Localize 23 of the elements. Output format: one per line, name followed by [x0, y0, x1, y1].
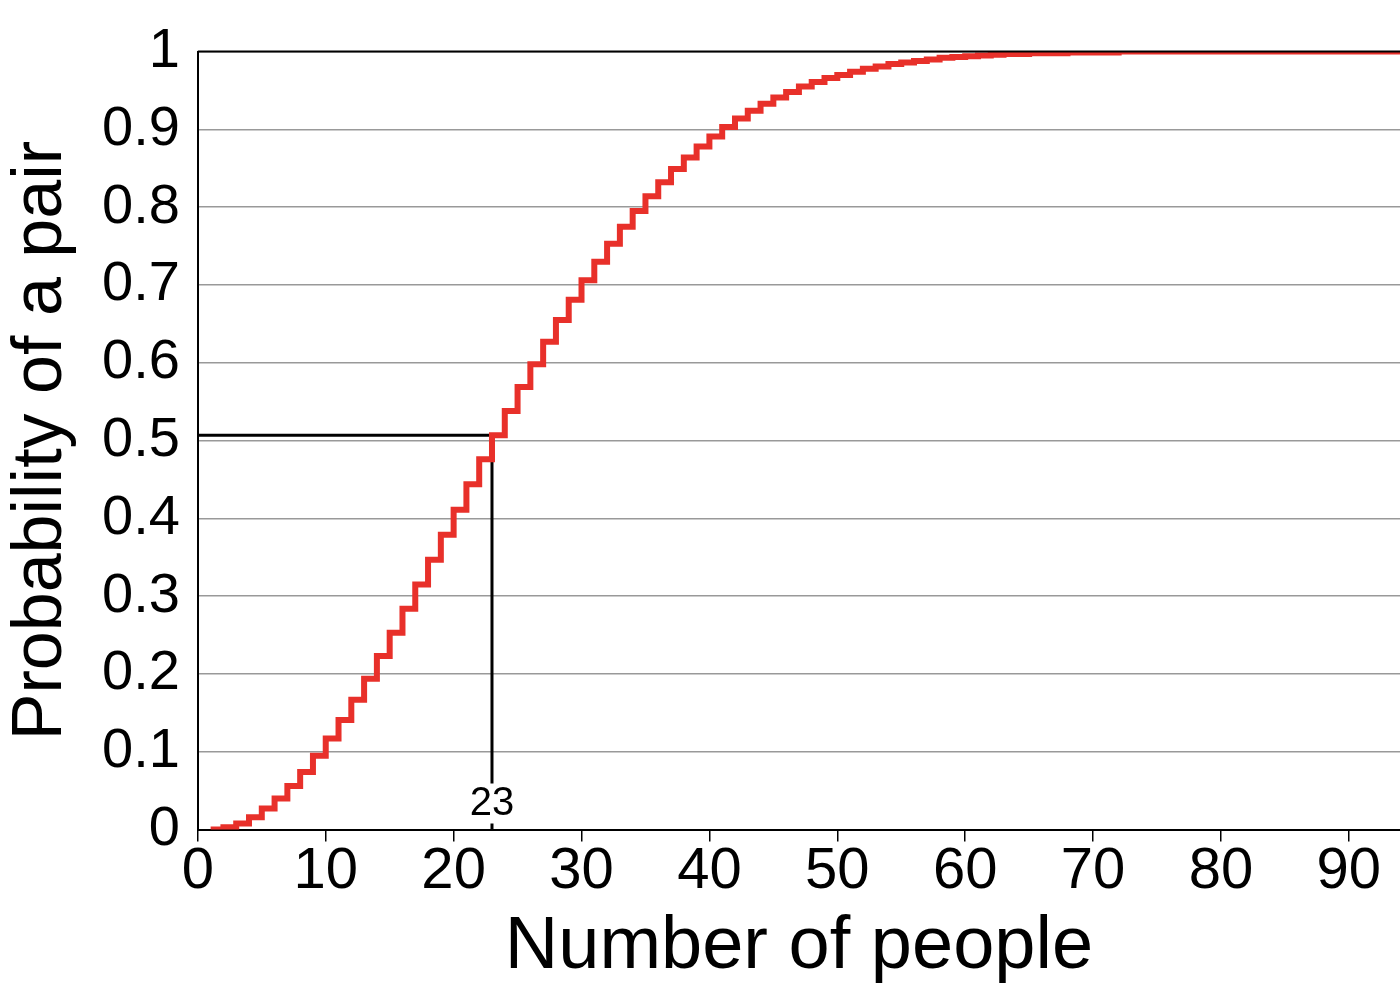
x-tick-label: 10	[293, 835, 358, 901]
x-tick-label: 50	[805, 835, 870, 901]
y-tick-label: 0	[148, 794, 180, 858]
y-axis-title: Probability of a pair	[0, 140, 77, 741]
y-tick-label: 0.9	[101, 93, 180, 157]
y-tick-label: 0.7	[101, 249, 180, 313]
y-tick-label: 0.1	[101, 716, 180, 780]
x-tick-label: 90	[1316, 835, 1382, 901]
x-tick-label: 60	[932, 835, 998, 901]
annotation: 23	[469, 778, 515, 823]
x-tick-label: 30	[549, 835, 614, 901]
y-tick-label: 0.6	[101, 327, 180, 391]
y-tick-label: 0.2	[101, 638, 180, 702]
y-tick-label: 0.8	[101, 171, 180, 235]
x-axis-title: Number of people	[504, 901, 1094, 985]
y-tick-label: 0.5	[101, 405, 180, 469]
x-tick-label: 80	[1188, 835, 1254, 901]
x-tick-label: 70	[1060, 835, 1126, 901]
y-tick-label: 0.4	[101, 482, 180, 546]
x-tick-label: 20	[421, 835, 486, 901]
y-tick-label: 0.3	[101, 560, 180, 624]
y-tick-label: 1	[148, 16, 180, 80]
x-tick-label: 40	[677, 835, 742, 901]
